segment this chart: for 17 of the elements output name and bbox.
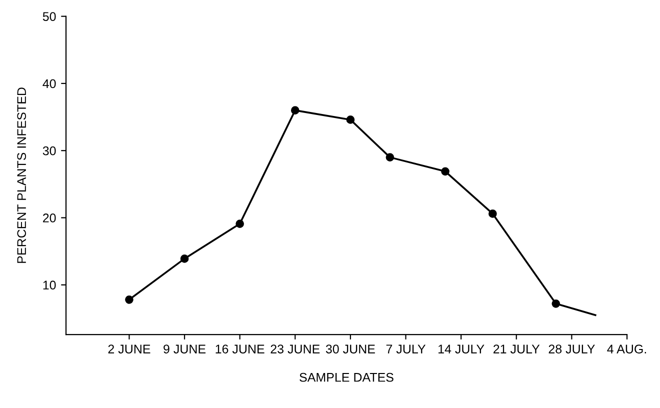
y-tick-label: 50 [42,12,56,21]
x-tick-label: 28 JULY [548,344,595,354]
x-tick-label: 23 JUNE [270,344,320,354]
x-axis-title: SAMPLE DATES [300,372,394,382]
x-tick-label: 14 JULY [438,344,484,354]
y-tick-label: 30 [42,146,56,156]
x-tick-label: 16 JUNE [216,344,264,354]
x-tick-label: 30 JUNE [326,344,375,354]
x-tick-label: 7 JULY [386,344,426,354]
y-tick-label: 40 [42,79,56,88]
x-tick-label: 2 JUNE [108,344,150,354]
y-tick-label: 20 [43,214,56,222]
y-tick-label: 10 [43,280,56,290]
x-tick-label: 21 JULY [494,344,540,354]
x-tick-label: 9 JUNE [164,344,206,354]
x-tick-label: 4 AUG. [607,344,646,354]
y-axis-title: PERCENT PLANTS INFESTED [17,88,26,263]
